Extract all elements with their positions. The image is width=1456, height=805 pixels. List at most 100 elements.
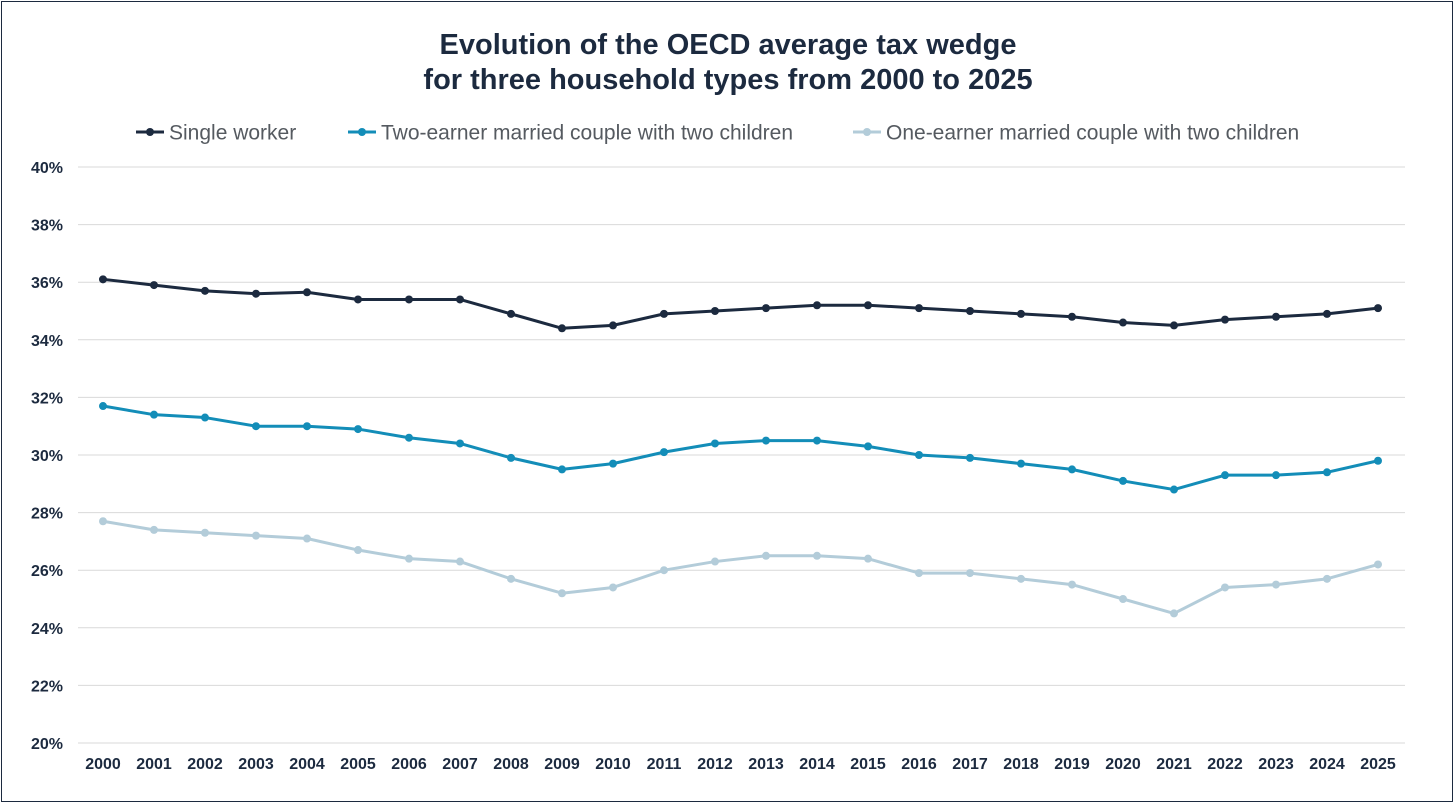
data-point xyxy=(609,321,617,330)
data-point xyxy=(456,439,464,448)
data-point xyxy=(1119,595,1127,603)
x-tick-label: 2018 xyxy=(1003,756,1039,773)
data-point xyxy=(966,569,974,578)
data-point xyxy=(1119,318,1127,327)
data-point xyxy=(1017,574,1025,583)
data-point xyxy=(99,517,107,526)
data-point xyxy=(711,557,719,566)
data-point xyxy=(915,569,923,578)
data-point xyxy=(711,307,719,315)
data-point xyxy=(1272,471,1280,480)
data-point xyxy=(1170,321,1178,330)
series-1 xyxy=(99,275,1382,333)
data-point xyxy=(1323,309,1331,318)
series-3 xyxy=(99,517,1382,618)
x-tick-label: 2013 xyxy=(748,756,784,773)
data-point xyxy=(405,295,413,304)
data-point xyxy=(354,546,362,555)
y-axis-ticks: 20% 22% 24% 26% 28% 30% 32% 34% 36% 38% 40% xyxy=(31,160,63,753)
data-point xyxy=(609,583,617,592)
data-point xyxy=(405,433,413,442)
data-point xyxy=(354,425,362,434)
data-point xyxy=(558,324,566,333)
x-tick-label: 2021 xyxy=(1156,756,1192,773)
legend-item: Two-earner married couple with two child… xyxy=(348,122,793,145)
data-point xyxy=(1374,456,1382,465)
x-tick-label: 2022 xyxy=(1207,756,1243,773)
data-point xyxy=(507,453,515,462)
x-tick-label: 2025 xyxy=(1360,756,1396,773)
series-line xyxy=(101,277,1380,330)
data-point xyxy=(1221,583,1229,592)
x-tick-label: 2003 xyxy=(238,756,274,773)
x-tick-label: 2020 xyxy=(1105,756,1141,773)
data-point xyxy=(99,275,107,284)
data-point xyxy=(813,301,821,310)
data-point xyxy=(1068,312,1076,321)
y-tick-label: 24% xyxy=(31,621,63,638)
data-point xyxy=(1017,309,1025,318)
data-point xyxy=(1323,468,1331,477)
y-tick-label: 28% xyxy=(31,506,63,523)
x-tick-label: 2012 xyxy=(697,756,733,773)
legend-label: Single worker xyxy=(169,122,296,145)
data-point xyxy=(1272,312,1280,321)
x-tick-label: 2024 xyxy=(1309,756,1345,773)
data-point xyxy=(303,534,311,543)
y-tick-label: 30% xyxy=(31,448,63,465)
data-point xyxy=(660,309,668,318)
legend-dot-marker xyxy=(358,128,366,136)
data-point xyxy=(150,525,158,534)
y-tick-label: 38% xyxy=(31,218,63,235)
y-tick-label: 34% xyxy=(31,333,63,350)
data-point xyxy=(150,410,158,419)
data-point xyxy=(507,574,515,583)
x-tick-label: 2004 xyxy=(289,756,325,773)
data-point xyxy=(405,554,413,563)
series-line xyxy=(101,519,1380,615)
data-point xyxy=(252,289,260,298)
x-tick-label: 2017 xyxy=(952,756,988,773)
legend-item: One-earner married couple with two child… xyxy=(853,122,1299,145)
chart-title-line-1: Evolution of the OECD average tax wedge xyxy=(439,29,1017,61)
series-line xyxy=(101,404,1380,492)
data-point xyxy=(1068,580,1076,589)
data-point xyxy=(660,448,668,457)
data-point xyxy=(660,566,668,575)
data-point xyxy=(762,551,770,560)
x-tick-label: 2023 xyxy=(1258,756,1294,773)
data-point xyxy=(966,453,974,462)
data-point xyxy=(201,286,209,295)
x-tick-label: 2011 xyxy=(647,756,682,773)
data-point xyxy=(1170,609,1178,618)
data-point xyxy=(201,413,209,422)
x-tick-label: 2007 xyxy=(442,756,478,773)
x-tick-label: 2016 xyxy=(901,756,937,773)
chart-title-line-2: for three household types from 2000 to 2… xyxy=(423,64,1033,96)
data-point xyxy=(99,402,107,411)
legend-dot-marker xyxy=(863,128,871,136)
data-point xyxy=(1374,560,1382,569)
data-point xyxy=(864,554,872,563)
data-point xyxy=(1170,485,1178,494)
data-point xyxy=(507,309,515,318)
data-point xyxy=(813,436,821,445)
data-point xyxy=(1374,304,1382,313)
x-tick-label: 2002 xyxy=(187,756,223,773)
data-point xyxy=(558,589,566,598)
data-point xyxy=(609,459,617,468)
legend-label: One-earner married couple with two child… xyxy=(886,122,1299,145)
data-point xyxy=(1017,459,1025,468)
x-tick-label: 2001 xyxy=(136,756,172,773)
y-tick-label: 20% xyxy=(31,736,63,753)
data-point xyxy=(1068,465,1076,474)
x-tick-label: 2010 xyxy=(595,756,631,773)
x-tick-label: 2019 xyxy=(1054,756,1090,773)
x-axis-ticks: 2000 2001 2002 2003 2004 2005 2006 2007 2008 2009… xyxy=(85,756,1396,773)
data-point xyxy=(1323,574,1331,583)
x-tick-label: 2000 xyxy=(85,756,121,773)
data-point xyxy=(1119,476,1127,485)
x-tick-label: 2005 xyxy=(340,756,376,773)
